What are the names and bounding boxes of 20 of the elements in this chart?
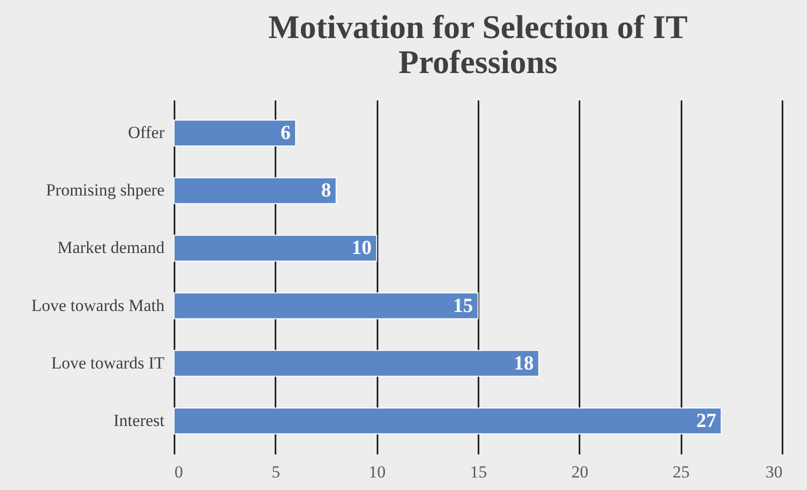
data-label: 10: [352, 237, 372, 260]
y-tick-label: Promising shpere: [46, 180, 164, 200]
data-label: 6: [280, 122, 291, 144]
x-tick-label: 15: [470, 462, 487, 482]
x-tick-label: 5: [272, 462, 280, 482]
y-tick-label: Interest: [114, 410, 165, 430]
y-tick-label: Love towards IT: [51, 353, 166, 372]
data-label: 27: [696, 410, 716, 432]
chart-title: Motivation for Selection of IT Professions: [268, 10, 688, 81]
x-tick-label: 0: [174, 462, 183, 482]
data-label: 18: [514, 352, 534, 374]
x-tick-label: 25: [672, 462, 690, 482]
x-tick-label: 20: [571, 462, 588, 482]
data-label: 8: [321, 180, 332, 202]
data-label: 15: [453, 294, 473, 317]
y-tick-label: Love towards Math: [31, 296, 165, 315]
x-tick-label: 30: [766, 462, 782, 482]
y-tick-label: Offer: [128, 123, 165, 142]
y-tick-label: Market demand: [57, 238, 165, 258]
x-tick-label: 10: [368, 462, 386, 482]
